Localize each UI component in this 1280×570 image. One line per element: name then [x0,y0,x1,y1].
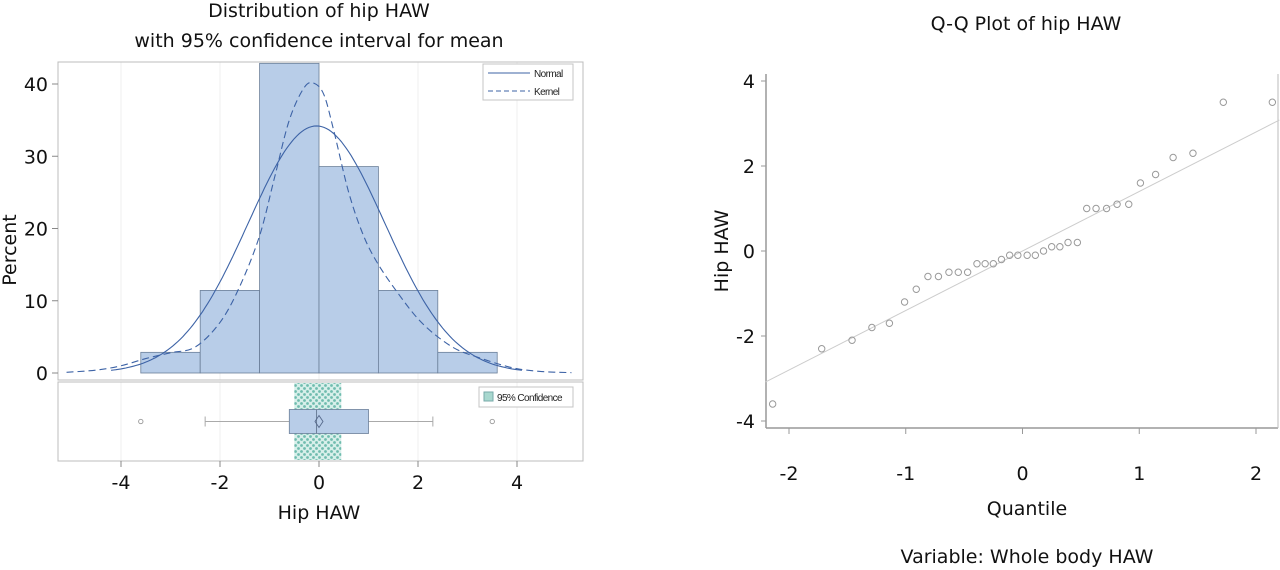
hist-bar [377,290,439,374]
hist-x-tick-label: -4 [112,472,131,494]
hist-x-tick-label: -2 [211,472,230,494]
hist-title: Distribution of hip HAW [208,0,430,22]
qq-point [945,268,953,276]
qq-point [1014,251,1022,259]
qq-point [1102,204,1111,213]
qq-y-tick-label: -2 [736,326,755,348]
qq-point [924,272,932,281]
qq-x-tick-label: -1 [896,463,915,485]
qq-point [954,268,962,276]
hist-curves [66,81,572,374]
qq-point [1056,243,1064,251]
qq-point [1083,204,1091,213]
outlier-point [489,418,495,425]
qq-point [1219,98,1228,106]
qq-point [1113,200,1121,208]
hist-bars [140,62,498,374]
qq-footnote: Variable: Whole body HAW [901,546,1154,568]
legend-kernel-label: Kernel [534,87,560,98]
qq-point [1023,251,1031,259]
hist-bar [318,166,379,374]
qq-point [973,260,981,268]
qq-x-tick-label: 2 [1250,463,1262,485]
qq-y-label: Hip HAW [711,209,733,292]
qq-y-tick-label: 2 [743,156,755,178]
qq-reference-line-segment [765,119,1280,383]
normal-curve [111,125,522,371]
mean-diamond [314,414,324,429]
hist-y-tick-label: 30 [24,146,48,168]
outlier-point [138,418,144,425]
hist-x-label: Hip HAW [278,502,361,524]
qq-y-tick-label: 4 [743,71,755,93]
hist-x-tick-label: 4 [511,472,523,494]
qq-point [868,323,876,332]
hist-x-tick-label: 0 [313,472,325,494]
hist-subtitle: with 95% confidence interval for mean [134,30,503,52]
qq-point [1073,238,1082,247]
hist-y-tick-label: 10 [24,291,48,313]
qq-point [817,345,826,353]
qq-point [1268,98,1277,106]
qq-point [1092,204,1100,213]
hist-x-tick-label: 2 [412,472,424,494]
qq-point [1039,247,1048,255]
hist-y-label: Percent [0,214,21,286]
hist-bar [199,290,260,374]
qq-point [934,272,943,281]
qq-point [1125,200,1133,208]
qq-y-axis: -4 -2 0 2 4 [736,71,766,433]
qq-point [989,260,998,268]
qq-point [1169,153,1177,162]
qq-points [768,98,1277,408]
qq-reference-line [765,119,1280,383]
hist-bar [140,351,201,374]
qq-point [1047,243,1056,251]
legend-ci-swatch [483,391,494,402]
qq-point [1189,149,1197,157]
qq-point [997,255,1006,264]
qq-point [963,268,972,276]
box-iqr [288,409,369,434]
hist-plot-frame [57,61,584,381]
histogram-chart: Distribution of hip HAW with 95% confide… [0,0,584,524]
qq-point [1005,251,1014,259]
qq-x-axis: -2 -1 0 1 2 [780,428,1262,485]
kernel-curve [66,81,572,374]
qq-point [1136,179,1145,187]
qq-x-label: Quantile [987,498,1067,520]
legend-ci-label: 95% Confidence [497,393,563,404]
qq-x-tick-label: 1 [1133,463,1145,485]
qq-point [1151,170,1160,179]
box-legend: 95% Confidence [478,386,574,408]
legend-normal-label: Normal [534,69,563,80]
qq-point [885,319,894,327]
qq-point [900,298,909,306]
qq-point [981,260,989,268]
hist-y-axis: 0 10 20 30 40 [24,74,58,385]
hist-legend: Normal Kernel [482,63,574,101]
qq-point [848,336,856,344]
qq-chart: Q-Q Plot of hip HAW -4 -2 0 2 4 -2 -1 0 1 2 Hip … [711,13,1280,568]
hist-y-tick-label: 20 [24,219,48,241]
qq-y-tick-label: 0 [743,241,755,263]
qq-y-tick-label: -4 [736,411,755,433]
qq-point [768,400,777,408]
hist-y-tick-label: 40 [24,74,48,96]
qq-point [1031,251,1040,259]
box-plot-frame [57,381,584,462]
qq-x-tick-label: 0 [1016,463,1028,485]
boxplot [138,383,495,460]
hist-bar [437,351,498,374]
hist-y-tick-label: 0 [36,363,48,385]
qq-point [912,285,920,293]
qq-x-tick-label: -2 [780,463,799,485]
hist-x-axis: -4 -2 0 2 4 [112,461,523,494]
hist-bar [259,62,320,374]
qq-title: Q-Q Plot of hip HAW [931,13,1122,35]
qq-point [1064,238,1072,247]
